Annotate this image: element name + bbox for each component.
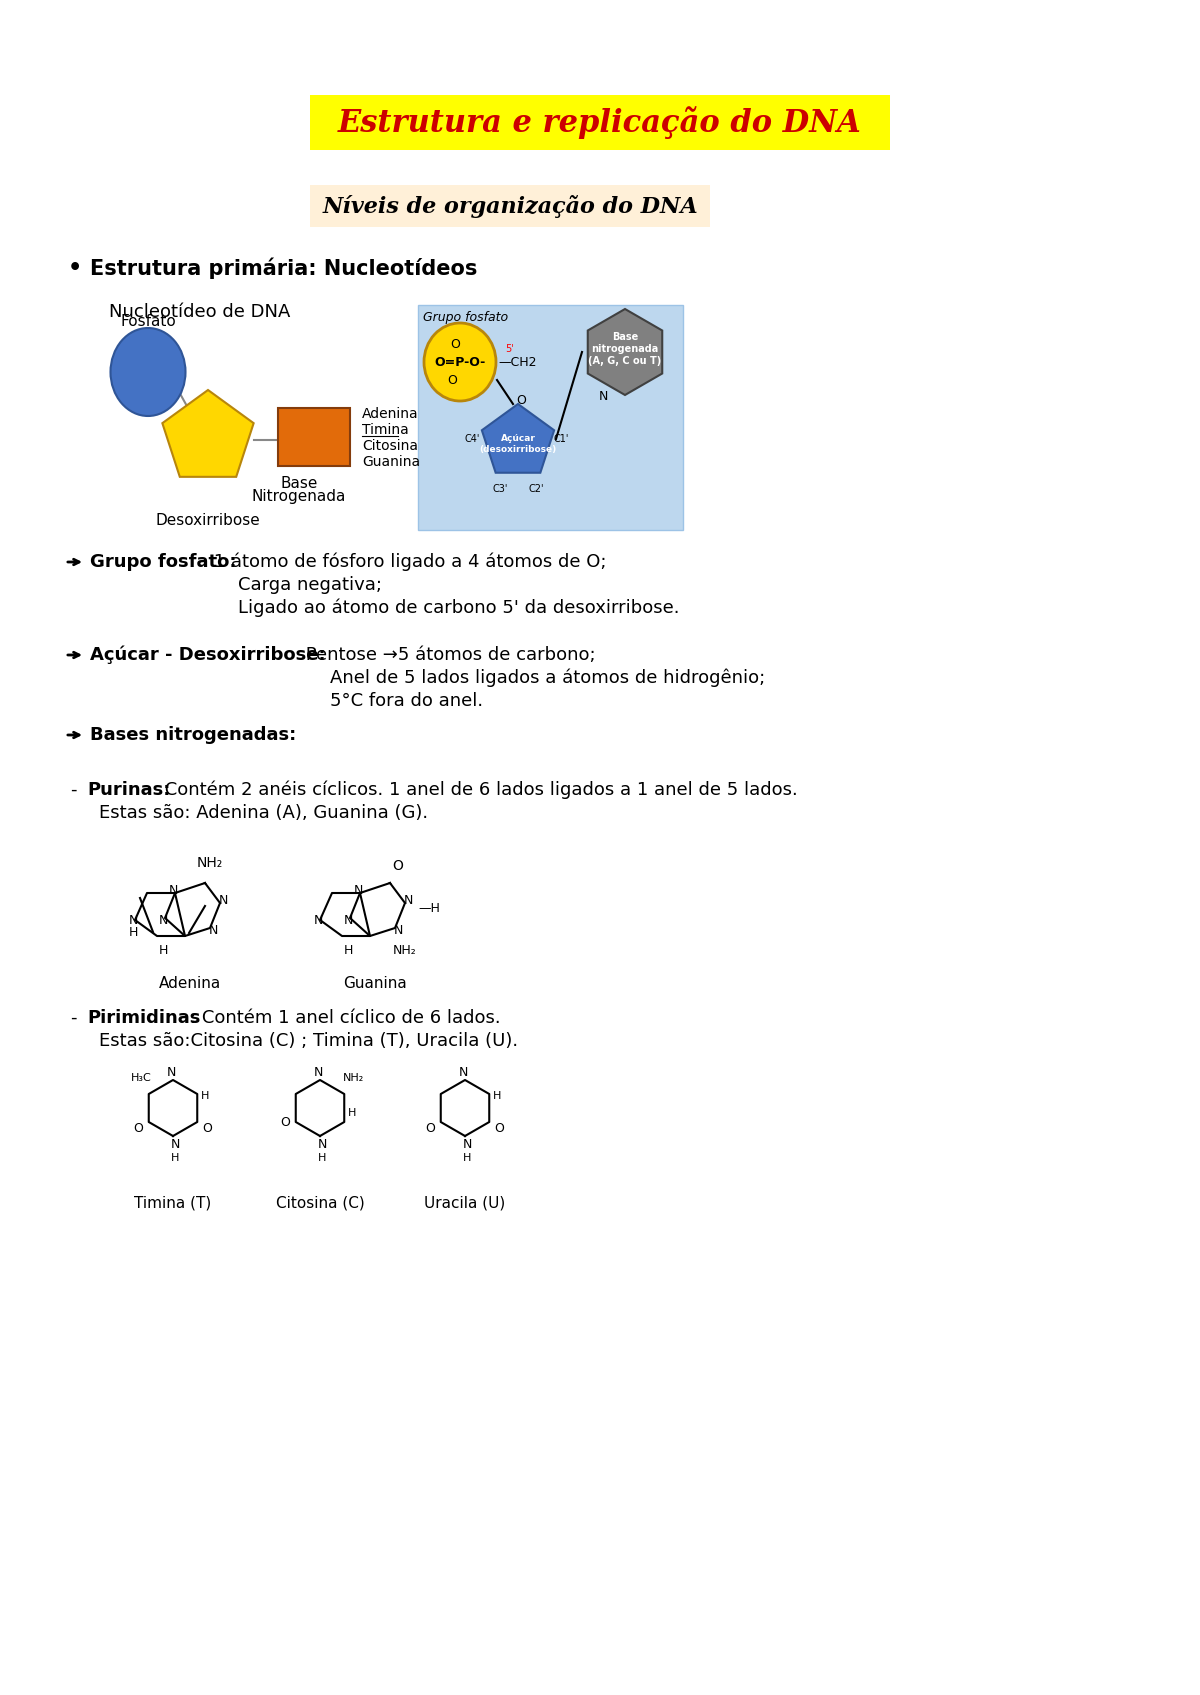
Text: NH₂: NH₂ [394,944,416,956]
Text: O: O [133,1122,143,1134]
Text: N: N [313,914,323,927]
Text: N: N [317,1137,326,1151]
Text: Estas são:Citosina (C) ; Timina (T), Uracila (U).: Estas são:Citosina (C) ; Timina (T), Ura… [98,1032,518,1049]
Polygon shape [162,390,253,476]
Text: NH₂: NH₂ [197,856,223,870]
Text: -: - [70,1009,77,1027]
Text: N: N [343,914,353,927]
Text: -: - [70,781,77,798]
Text: H: H [128,927,138,939]
FancyBboxPatch shape [310,95,890,149]
Text: C2': C2' [528,485,544,493]
Text: N: N [209,924,217,937]
Text: C3': C3' [492,485,508,493]
Ellipse shape [424,324,496,402]
Text: H: H [463,1153,472,1163]
Text: Adenina: Adenina [158,976,221,990]
Text: H: H [318,1153,326,1163]
Text: Citosina: Citosina [362,439,418,453]
Text: Nucleotídeo de DNA: Nucleotídeo de DNA [109,303,290,320]
Text: N: N [599,390,607,402]
Text: O: O [392,859,403,873]
Text: O: O [516,393,526,407]
Text: •: • [68,258,82,278]
Text: 1 átomo de fósforo ligado a 4 átomos de O;: 1 átomo de fósforo ligado a 4 átomos de … [208,553,606,571]
FancyBboxPatch shape [310,185,710,227]
FancyBboxPatch shape [418,305,683,531]
Text: H₃C: H₃C [131,1073,151,1083]
Text: N: N [403,895,413,907]
Polygon shape [482,403,554,473]
Text: Carga negativa;: Carga negativa; [238,576,382,593]
Text: Ligado ao átomo de carbono 5' da desoxirribose.: Ligado ao átomo de carbono 5' da desoxir… [238,598,679,617]
Text: H: H [348,1109,356,1119]
Text: Estrutura primária: Nucleotídeos: Estrutura primária: Nucleotídeos [90,258,478,278]
Text: Guanina: Guanina [362,454,420,470]
Text: Grupo fosfato: Grupo fosfato [424,312,508,324]
Text: Base
nitrogenada
(A, G, C ou T): Base nitrogenada (A, G, C ou T) [588,332,661,366]
Text: H: H [200,1092,209,1102]
Text: N: N [167,1066,175,1078]
Text: O: O [280,1117,290,1129]
Text: Estrutura e replicação do DNA: Estrutura e replicação do DNA [338,107,862,139]
Text: : Contém 1 anel cíclico de 6 lados.: : Contém 1 anel cíclico de 6 lados. [190,1009,500,1027]
Text: Açúcar - Desoxirribose:: Açúcar - Desoxirribose: [90,646,325,664]
Text: N: N [458,1066,468,1078]
Text: N: N [394,924,403,937]
Text: C1': C1' [553,434,569,444]
Text: O: O [425,1122,434,1134]
Text: Guanina: Guanina [343,976,407,990]
Text: Níveis de organização do DNA: Níveis de organização do DNA [322,195,698,217]
Text: Pentose →5 átomos de carbono;: Pentose →5 átomos de carbono; [300,646,595,664]
Text: —H: —H [418,902,440,915]
Text: Purinas:: Purinas: [88,781,170,798]
Text: N: N [218,895,228,907]
Text: NH₂: NH₂ [342,1073,364,1083]
Text: Timina (T): Timina (T) [134,1195,211,1210]
Text: 5': 5' [505,344,515,354]
Text: N: N [170,1137,180,1151]
Text: H: H [158,944,168,958]
Text: Adenina: Adenina [362,407,419,420]
Text: O: O [202,1122,212,1134]
Text: N: N [462,1137,472,1151]
Text: Uracila (U): Uracila (U) [425,1195,505,1210]
Polygon shape [588,308,662,395]
Text: Nitrogenada: Nitrogenada [252,488,346,503]
Text: N: N [168,883,178,897]
Text: Açúcar
(desoxirribose): Açúcar (desoxirribose) [479,434,557,454]
Text: O: O [494,1122,504,1134]
Text: Anel de 5 lados ligados a átomos de hidrogênio;: Anel de 5 lados ligados a átomos de hidr… [330,670,766,686]
Text: 5°C fora do anel.: 5°C fora do anel. [330,692,484,710]
Text: H: H [493,1092,502,1102]
Text: O: O [450,337,460,351]
Text: Bases nitrogenadas:: Bases nitrogenadas: [90,725,296,744]
Text: H: H [343,944,353,956]
Ellipse shape [110,329,186,415]
Text: H: H [170,1153,179,1163]
Text: Pirimidinas: Pirimidinas [88,1009,200,1027]
Text: N: N [353,883,362,897]
Text: O=P-O-: O=P-O- [434,356,486,368]
Text: Estas são: Adenina (A), Guanina (G).: Estas são: Adenina (A), Guanina (G). [98,803,428,822]
Text: N: N [158,914,168,927]
Text: Grupo fosfato:: Grupo fosfato: [90,553,236,571]
Text: N: N [313,1066,323,1078]
FancyBboxPatch shape [278,408,350,466]
Text: Fosfato: Fosfato [120,314,176,329]
Text: Contém 2 anéis cíclicos. 1 anel de 6 lados ligados a 1 anel de 5 lados.: Contém 2 anéis cíclicos. 1 anel de 6 lad… [158,781,798,800]
Text: —CH2: —CH2 [498,356,536,368]
Text: Desoxirribose: Desoxirribose [156,514,260,529]
Text: Base: Base [281,476,318,492]
Text: Citosina (C): Citosina (C) [276,1195,365,1210]
Text: C4': C4' [464,434,480,444]
Text: O: O [448,373,457,386]
Text: N: N [128,914,138,927]
Text: Timina: Timina [362,424,409,437]
